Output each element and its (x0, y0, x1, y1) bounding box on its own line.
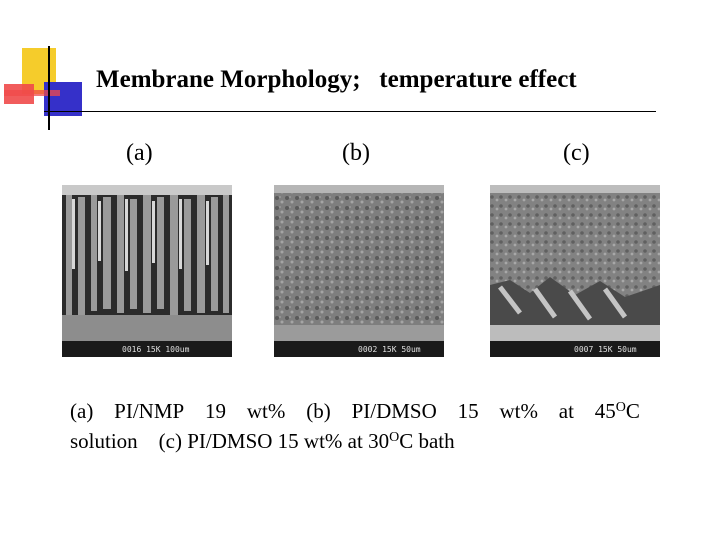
caption-word: wt% (499, 399, 538, 423)
caption-line-2: solution (c) PI/DMSO 15 wt% at 30OC bath (70, 429, 455, 453)
title-underline (44, 111, 656, 112)
decor-vertical-line (48, 46, 50, 130)
sem-image-b: 0002 15K 50um (274, 185, 444, 357)
sem-image-c: 0007 15K 50um (490, 185, 660, 357)
caption-word: 19 (205, 399, 227, 423)
caption-word: (a) (70, 399, 94, 423)
caption-word: 15 (457, 399, 479, 423)
decor-blue-square (44, 82, 82, 116)
panel-label-a: (a) (126, 140, 153, 166)
panel-label-c: (c) (563, 140, 590, 166)
caption-word: PI/NMP (114, 399, 185, 423)
figure-caption: (a) PI/NMP 19 wt% (b) PI/DMSO 15 wt% at … (70, 396, 640, 456)
degree-superscript: O (615, 400, 626, 415)
caption-line-1: (a) PI/NMP 19 wt% (b) PI/DMSO 15 wt% at … (70, 396, 640, 426)
caption-word: at (558, 399, 574, 423)
scale-bar-text-c: 0007 15K 50um (574, 345, 637, 354)
caption-word: (b) (306, 399, 331, 423)
panel-label-b: (b) (342, 140, 370, 166)
scale-bar-text-a: 0016 15K 100um (122, 345, 190, 354)
degree-superscript: O (389, 430, 400, 445)
sem-image-a: 0016 15K 100um (62, 185, 232, 357)
decor-red-bar (4, 90, 60, 96)
caption-word: wt% (246, 399, 286, 423)
caption-temperature: 45OC (594, 399, 640, 423)
caption-word: PI/DMSO (351, 399, 437, 423)
slide-title: Membrane Morphology; temperature effect (96, 66, 577, 93)
scale-bar-text-b: 0002 15K 50um (358, 345, 421, 354)
